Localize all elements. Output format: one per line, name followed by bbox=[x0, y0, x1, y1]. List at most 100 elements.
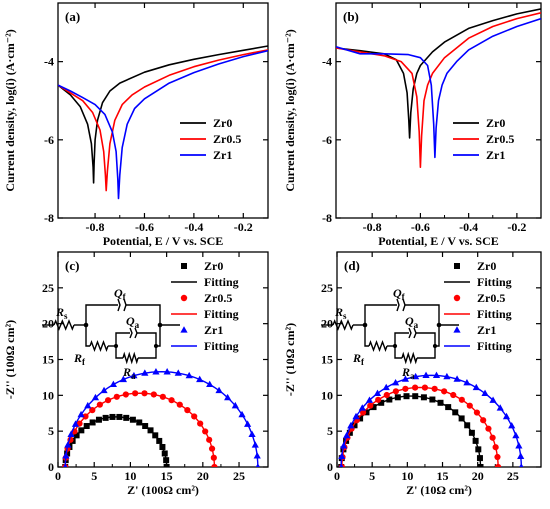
circuit-label: Ra bbox=[122, 365, 136, 381]
y-tick-label: -8 bbox=[322, 211, 332, 225]
data-point-Zr0.5 bbox=[367, 402, 374, 409]
data-point-Zr1 bbox=[238, 410, 246, 418]
data-layer bbox=[58, 45, 268, 200]
circuit-label: Qf bbox=[393, 286, 406, 302]
data-point-Zr1 bbox=[130, 371, 138, 379]
y-tick-label: -4 bbox=[322, 55, 332, 69]
data-point-Zr1 bbox=[67, 430, 75, 437]
data-point-Zr1 bbox=[255, 463, 260, 467]
chart-panel-2: 0 5 10 15 20 25 0 5 10 15 20 25 Z' (100Ω cm²) -Z'' (1… bbox=[3, 251, 269, 497]
panel-label: (b) bbox=[343, 9, 359, 24]
circuit-label: Qf bbox=[114, 286, 127, 302]
legend-label: Fitting bbox=[204, 307, 239, 321]
equivalent-circuit: Rs Qf Qa Rf Ra bbox=[42, 286, 180, 381]
data-point-Zr0.5 bbox=[141, 390, 148, 397]
legend-label: Zr1 bbox=[477, 323, 496, 337]
data-point-Zr1 bbox=[519, 463, 524, 467]
circuit-label: Rs bbox=[334, 305, 347, 321]
data-point-Zr0.5 bbox=[122, 391, 129, 398]
data-point-Zr0.5 bbox=[96, 401, 103, 408]
x-tick-label: -0.2 bbox=[507, 220, 526, 234]
data-point-Zr0.5 bbox=[402, 385, 409, 392]
data-point-Zr1 bbox=[185, 371, 193, 379]
data-point-Zr0 bbox=[403, 393, 410, 400]
y-tick-label: 5 bbox=[48, 424, 54, 438]
data-point-Zr0 bbox=[445, 404, 452, 411]
data-layer bbox=[338, 371, 525, 467]
x-tick-label: -0.2 bbox=[234, 220, 253, 234]
data-point-Zr1 bbox=[174, 369, 182, 376]
data-point-Zr1 bbox=[340, 442, 348, 449]
data-point-Zr0.5 bbox=[392, 388, 399, 395]
legend-label: Zr0 bbox=[204, 259, 223, 273]
x-tick-label: 5 bbox=[91, 469, 97, 483]
data-point-Zr1 bbox=[472, 383, 480, 391]
data-point-Zr0.5 bbox=[168, 397, 175, 404]
data-point-Zr1 bbox=[77, 410, 85, 418]
legend-label: Zr1 bbox=[213, 148, 232, 162]
data-point-Zr1 bbox=[63, 463, 68, 467]
panel-label: (a) bbox=[65, 9, 80, 24]
data-point-Zr1 bbox=[515, 442, 523, 449]
data-point-Zr0 bbox=[159, 444, 166, 451]
data-point-Zr1 bbox=[347, 422, 355, 429]
data-point-Zr1 bbox=[109, 380, 117, 388]
data-point-Zr0 bbox=[102, 414, 109, 421]
y-tick-label: 0 bbox=[48, 460, 54, 474]
y-axis-label: -Z'' (10Ω cm²) bbox=[283, 323, 297, 396]
fitting-curve-Zr1 bbox=[64, 370, 259, 467]
data-point-Zr0.5 bbox=[176, 401, 183, 408]
data-point-Zr1 bbox=[489, 396, 497, 403]
data-point-Zr0 bbox=[147, 427, 154, 434]
data-point-Zr0 bbox=[477, 464, 484, 467]
data-point-Zr0.5 bbox=[421, 384, 429, 391]
data-point-Zr1 bbox=[339, 463, 344, 467]
data-point-Zr1 bbox=[152, 368, 160, 375]
data-point-Zr1 bbox=[248, 430, 256, 437]
panel-label: (c) bbox=[65, 258, 79, 273]
data-point-Zr0 bbox=[420, 394, 427, 401]
data-point-Zr0 bbox=[156, 437, 163, 444]
data-point-Zr0 bbox=[95, 416, 102, 423]
circuit-label: Qa bbox=[405, 314, 419, 330]
data-point-Zr0.5 bbox=[458, 396, 465, 403]
data-point-Zr0 bbox=[429, 396, 436, 403]
equivalent-circuit: Rs Qf Qa Rf Ra bbox=[321, 286, 459, 381]
data-point-Zr0 bbox=[136, 419, 143, 426]
data-point-Zr0 bbox=[78, 427, 85, 434]
data-point-Zr1 bbox=[481, 389, 489, 397]
data-point-Zr0.5 bbox=[431, 385, 438, 392]
x-tick-label: -0.8 bbox=[86, 220, 105, 234]
data-layer bbox=[62, 368, 261, 467]
legend-swatch bbox=[181, 263, 187, 269]
legend-swatch bbox=[453, 294, 461, 302]
y-tick-label: 25 bbox=[321, 281, 333, 295]
data-point-Zr0.5 bbox=[494, 463, 502, 467]
data-point-Zr0 bbox=[123, 414, 130, 421]
circuit-label: Rf bbox=[352, 351, 365, 367]
data-point-Zr1 bbox=[196, 375, 204, 383]
x-tick-label: -0.4 bbox=[459, 220, 478, 234]
data-point-Zr0 bbox=[468, 429, 475, 436]
data-point-Zr0 bbox=[163, 457, 170, 464]
data-point-Zr1 bbox=[432, 371, 441, 379]
data-point-Zr0.5 bbox=[473, 409, 481, 416]
data-point-Zr0 bbox=[83, 423, 90, 430]
legend-swatch bbox=[454, 263, 460, 269]
x-axis-label: Potential, E / V vs. SCE bbox=[103, 234, 224, 248]
legend-label: Fitting bbox=[477, 339, 512, 353]
data-point-Zr0.5 bbox=[113, 393, 120, 400]
x-tick-label: 10 bbox=[124, 469, 136, 483]
data-point-Zr0 bbox=[437, 399, 444, 406]
y-axis-label: -Z'' (100Ω cm²) bbox=[3, 320, 17, 399]
x-tick-label: 15 bbox=[161, 469, 173, 483]
plot-frame bbox=[57, 2, 269, 219]
legend-swatch bbox=[180, 326, 188, 333]
data-point-Zr0.5 bbox=[412, 384, 419, 391]
data-point-Zr0 bbox=[161, 450, 168, 457]
series-line-Zr0.5 bbox=[58, 49, 268, 192]
data-point-Zr1 bbox=[64, 441, 72, 448]
data-point-Zr0.5 bbox=[210, 454, 217, 461]
legend-label: Zr0.5 bbox=[213, 132, 241, 146]
data-point-Zr0.5 bbox=[132, 390, 139, 397]
